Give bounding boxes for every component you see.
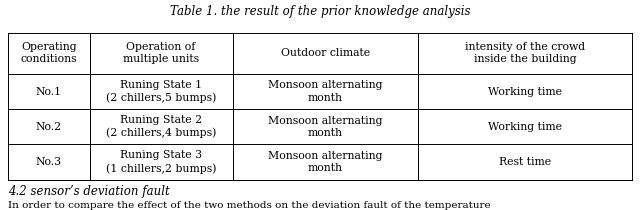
Text: Outdoor climate: Outdoor climate [281,48,370,58]
Text: Runing State 1
(2 chillers,5 bumps): Runing State 1 (2 chillers,5 bumps) [106,80,216,103]
Text: No.1: No.1 [36,87,62,97]
Text: Rest time: Rest time [499,157,551,167]
Text: Runing State 2
(2 chillers,4 bumps): Runing State 2 (2 chillers,4 bumps) [106,115,216,138]
Text: In order to compare the effect of the two methods on the deviation fault of the : In order to compare the effect of the tw… [8,201,490,210]
Text: Monsoon alternating
month: Monsoon alternating month [268,80,383,103]
Text: Monsoon alternating
month: Monsoon alternating month [268,151,383,173]
Text: Working time: Working time [488,122,562,132]
Text: Working time: Working time [488,87,562,97]
Text: Operating
conditions: Operating conditions [20,42,77,64]
Text: intensity of the crowd
inside the building: intensity of the crowd inside the buildi… [465,42,586,64]
Text: Table 1. the result of the prior knowledge analysis: Table 1. the result of the prior knowled… [170,5,470,18]
Text: No.2: No.2 [36,122,62,132]
Text: Monsoon alternating
month: Monsoon alternating month [268,116,383,138]
Text: 4.2 sensor’s deviation fault: 4.2 sensor’s deviation fault [8,185,170,198]
Text: Runing State 3
(1 chillers,2 bumps): Runing State 3 (1 chillers,2 bumps) [106,150,216,173]
Text: No.3: No.3 [36,157,62,167]
Text: Operation of
multiple units: Operation of multiple units [123,42,199,64]
